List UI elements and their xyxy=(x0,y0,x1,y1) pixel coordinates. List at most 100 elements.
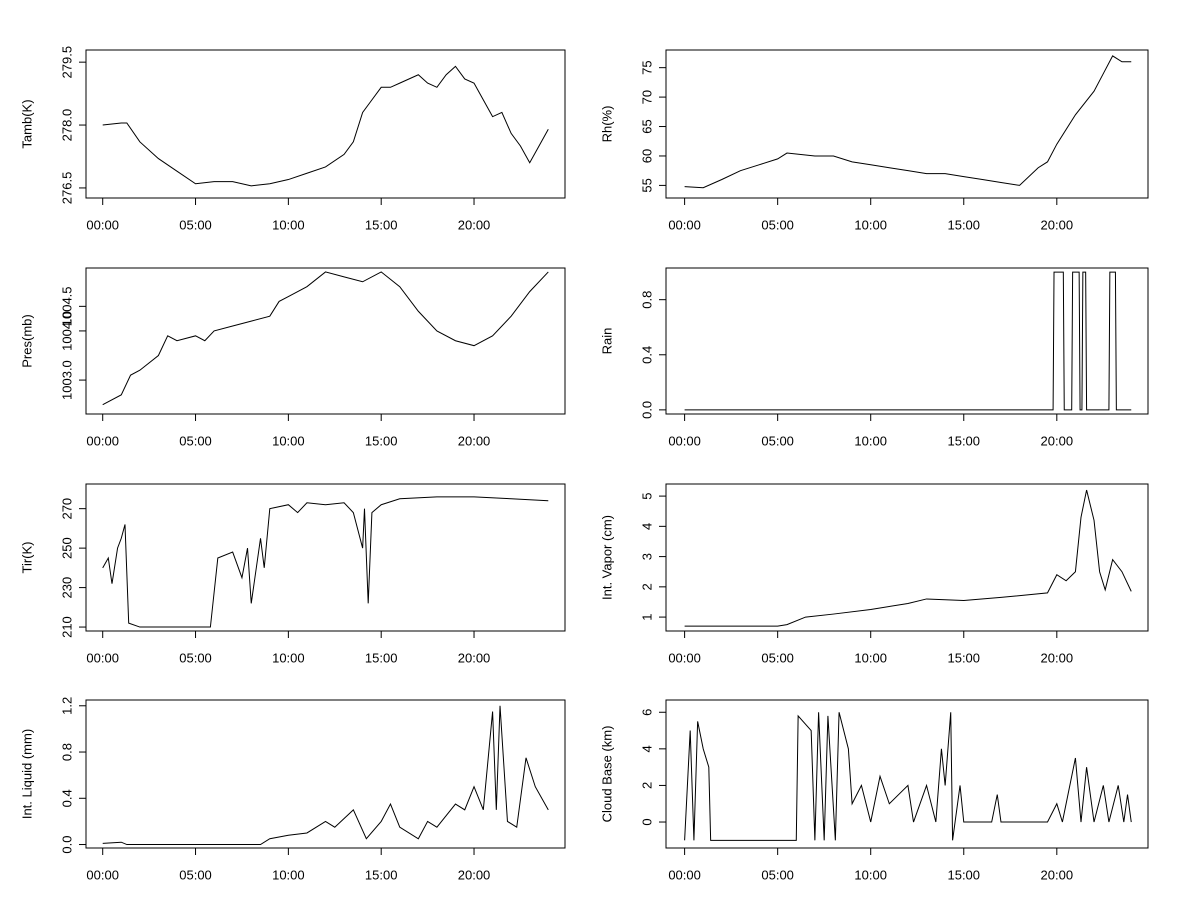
panel: 00:00 05:00 10:00 15:00 20:00 0 2 4 6 Cloud Base … xyxy=(599,699,1149,882)
x-tick-label: 10:00 xyxy=(272,217,305,232)
x-tick-label: 05:00 xyxy=(179,867,212,882)
y-tick-label: 250 xyxy=(59,537,74,559)
x-tick-label: 00:00 xyxy=(86,433,119,448)
y-tick-label: 2 xyxy=(639,782,654,789)
panel: 00:00 05:00 10:00 15:00 20:00 1003.0 1004.0100… xyxy=(19,267,566,448)
x-tick-label: 15:00 xyxy=(365,867,398,882)
plot-frame xyxy=(85,699,566,849)
y-axis-label: Rh(%) xyxy=(599,106,614,143)
y-tick-label: 1004.0 xyxy=(59,311,74,351)
y-tick-label: 4 xyxy=(639,745,654,752)
y-tick-label: 6 xyxy=(639,709,654,716)
plot-frame xyxy=(665,267,1149,415)
y-tick-label: 0.4 xyxy=(639,346,654,364)
data-line xyxy=(102,271,549,406)
panel: 00:00 05:00 10:00 15:00 20:00 0.0 0.4 0.8 Rain xyxy=(599,267,1149,448)
y-tick-label: 3 xyxy=(639,553,654,560)
y-tick-label: 1003.0 xyxy=(59,360,74,400)
y-tick-label: 4 xyxy=(639,523,654,530)
y-tick-label: 70 xyxy=(639,90,654,104)
x-tick-label: 10:00 xyxy=(854,867,887,882)
data-line xyxy=(102,65,549,187)
x-tick-label: 20:00 xyxy=(1041,433,1074,448)
y-tick-label: 1.2 xyxy=(59,697,74,715)
x-tick-label: 20:00 xyxy=(458,867,491,882)
y-tick-label: 0.8 xyxy=(59,743,74,761)
x-tick-label: 15:00 xyxy=(947,867,980,882)
plot-frame xyxy=(665,483,1149,632)
y-tick-label: 0.8 xyxy=(639,291,654,309)
panel: 00:00 05:00 10:00 15:00 20:00 0.0 0.4 0.8 1.2 Int… xyxy=(19,697,566,882)
y-tick-label: 0.0 xyxy=(639,401,654,419)
y-tick-label: 1 xyxy=(639,613,654,620)
y-tick-label: 276.5 xyxy=(59,172,74,205)
x-tick-label: 10:00 xyxy=(854,433,887,448)
x-tick-label: 10:00 xyxy=(272,867,305,882)
x-tick-label: 15:00 xyxy=(365,650,398,665)
x-tick-label: 15:00 xyxy=(947,433,980,448)
x-tick-label: 00:00 xyxy=(86,217,119,232)
x-tick-label: 00:00 xyxy=(668,433,701,448)
y-tick-label: 210 xyxy=(59,616,74,638)
x-tick-label: 10:00 xyxy=(272,650,305,665)
panel: 00:00 05:00 10:00 15:00 20:00 210 230 250 270 Tir… xyxy=(19,483,566,665)
y-tick-label: 270 xyxy=(59,498,74,520)
x-tick-label: 00:00 xyxy=(668,650,701,665)
y-tick-label: 75 xyxy=(639,60,654,74)
x-tick-label: 05:00 xyxy=(761,650,794,665)
x-tick-label: 20:00 xyxy=(458,650,491,665)
y-tick-label: 55 xyxy=(639,178,654,192)
y-tick-label: 0 xyxy=(639,818,654,825)
x-tick-label: 20:00 xyxy=(1041,650,1074,665)
plot-frame xyxy=(85,483,566,632)
plot-frame xyxy=(85,267,566,415)
y-tick-label: 2 xyxy=(639,583,654,590)
x-tick-label: 00:00 xyxy=(86,650,119,665)
x-tick-label: 20:00 xyxy=(458,433,491,448)
y-tick-label: 5 xyxy=(639,492,654,499)
panel: 00:00 05:00 10:00 15:00 20:00 55 60 65 70 75 Rh(%) xyxy=(599,49,1149,232)
x-tick-label: 15:00 xyxy=(365,217,398,232)
x-tick-label: 15:00 xyxy=(947,650,980,665)
y-tick-label: 60 xyxy=(639,149,654,163)
data-line xyxy=(684,712,1132,841)
x-tick-label: 20:00 xyxy=(458,217,491,232)
panel: 00:00 05:00 10:00 15:00 20:00 276.5 278.0 279.5… xyxy=(19,46,566,232)
x-tick-label: 05:00 xyxy=(761,867,794,882)
data-line xyxy=(684,489,1132,627)
data-line xyxy=(102,496,549,628)
x-tick-label: 00:00 xyxy=(668,217,701,232)
x-tick-label: 05:00 xyxy=(179,650,212,665)
y-tick-label: 0.4 xyxy=(59,789,74,807)
x-tick-label: 00:00 xyxy=(668,867,701,882)
y-tick-label: 1004.5 xyxy=(59,286,74,326)
x-tick-label: 05:00 xyxy=(761,217,794,232)
y-axis-label: Rain xyxy=(599,328,614,355)
x-tick-label: 10:00 xyxy=(854,217,887,232)
y-axis-label: Int. Liquid (mm) xyxy=(19,729,34,819)
x-tick-label: 15:00 xyxy=(365,433,398,448)
x-tick-label: 15:00 xyxy=(947,217,980,232)
y-tick-label: 230 xyxy=(59,577,74,599)
x-tick-label: 05:00 xyxy=(179,433,212,448)
y-tick-label: 65 xyxy=(639,119,654,133)
plot-frame xyxy=(665,49,1149,199)
y-axis-label: Pres(mb) xyxy=(19,314,34,367)
x-tick-label: 10:00 xyxy=(854,650,887,665)
y-tick-label: 0.0 xyxy=(59,835,74,853)
x-tick-label: 20:00 xyxy=(1041,867,1074,882)
y-axis-label: Int. Vapor (cm) xyxy=(599,515,614,600)
plot-frame xyxy=(85,49,566,199)
y-axis-label: Tir(K) xyxy=(19,541,34,573)
y-axis-label: Cloud Base (km) xyxy=(599,726,614,823)
y-tick-label: 279.5 xyxy=(59,46,74,79)
data-line xyxy=(684,271,1132,411)
x-tick-label: 10:00 xyxy=(272,433,305,448)
data-line xyxy=(684,55,1132,189)
x-tick-label: 00:00 xyxy=(86,867,119,882)
panel: 00:00 05:00 10:00 15:00 20:00 1 2 3 4 5 Int. Vapor… xyxy=(599,483,1149,665)
plot-frame xyxy=(665,699,1149,849)
y-tick-label: 278.0 xyxy=(59,109,74,142)
y-axis-label: Tamb(K) xyxy=(19,99,34,148)
